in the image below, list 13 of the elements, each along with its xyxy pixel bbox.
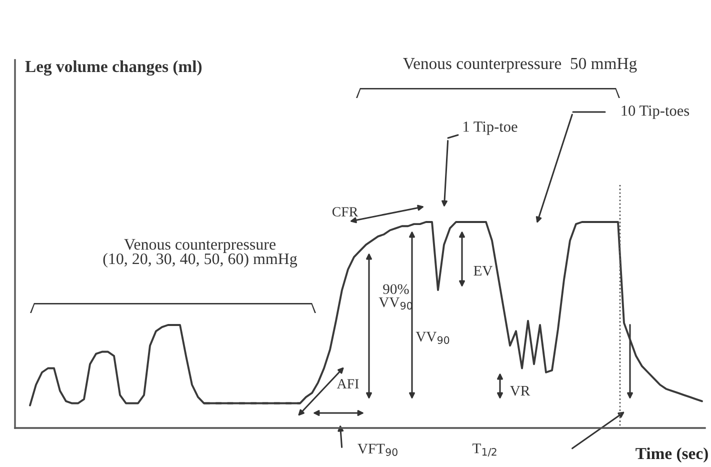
text: Leg volume changes (ml) — [25, 60, 202, 76]
annotation: VR — [510, 386, 530, 396]
annotation: Venous counterpressure (10, 20, 30, 40, 50, 60) mmHg — [103, 239, 298, 268]
text: Venous counterpressure 50 mmHg — [403, 58, 637, 73]
x-axis-title: Time (sec) — [636, 447, 708, 463]
annotation: VV$_{90}$ — [416, 332, 450, 344]
text: VFT$_{90}$ — [358, 444, 398, 456]
text: 10 Tip-toes — [622, 106, 690, 119]
annotation: EV — [474, 266, 493, 276]
text: 1 Tip-toe — [464, 122, 518, 135]
text: T$_{1/2}$ — [472, 444, 496, 457]
annotation: AFI — [336, 379, 359, 388]
text: CFR — [332, 207, 358, 216]
